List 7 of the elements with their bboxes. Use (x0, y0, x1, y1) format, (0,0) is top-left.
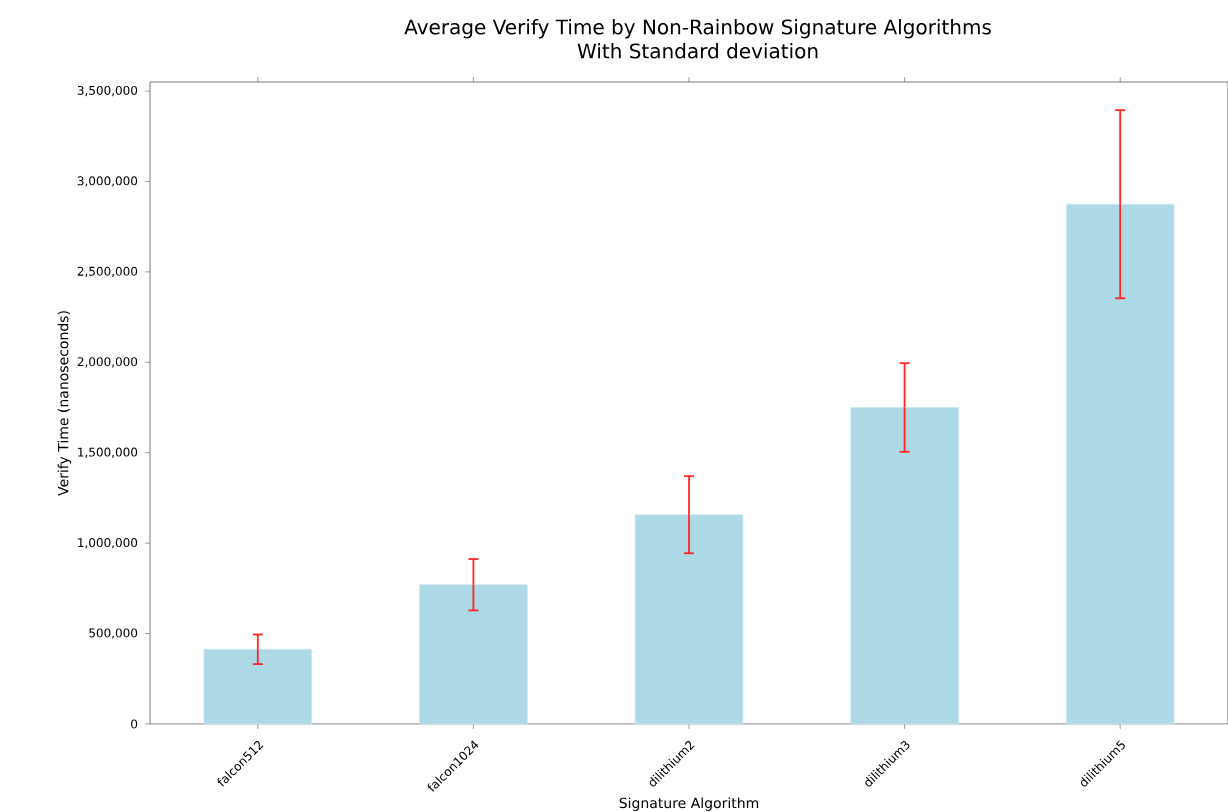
chart-subtitle: With Standard deviation (577, 43, 818, 59)
bar (419, 584, 528, 725)
bar (634, 514, 744, 725)
bar (203, 648, 313, 725)
bar (1065, 203, 1175, 725)
bar (850, 407, 959, 725)
chart-title: Average Verify Time by Non-Rainbow Signature Algorithms (404, 19, 991, 39)
